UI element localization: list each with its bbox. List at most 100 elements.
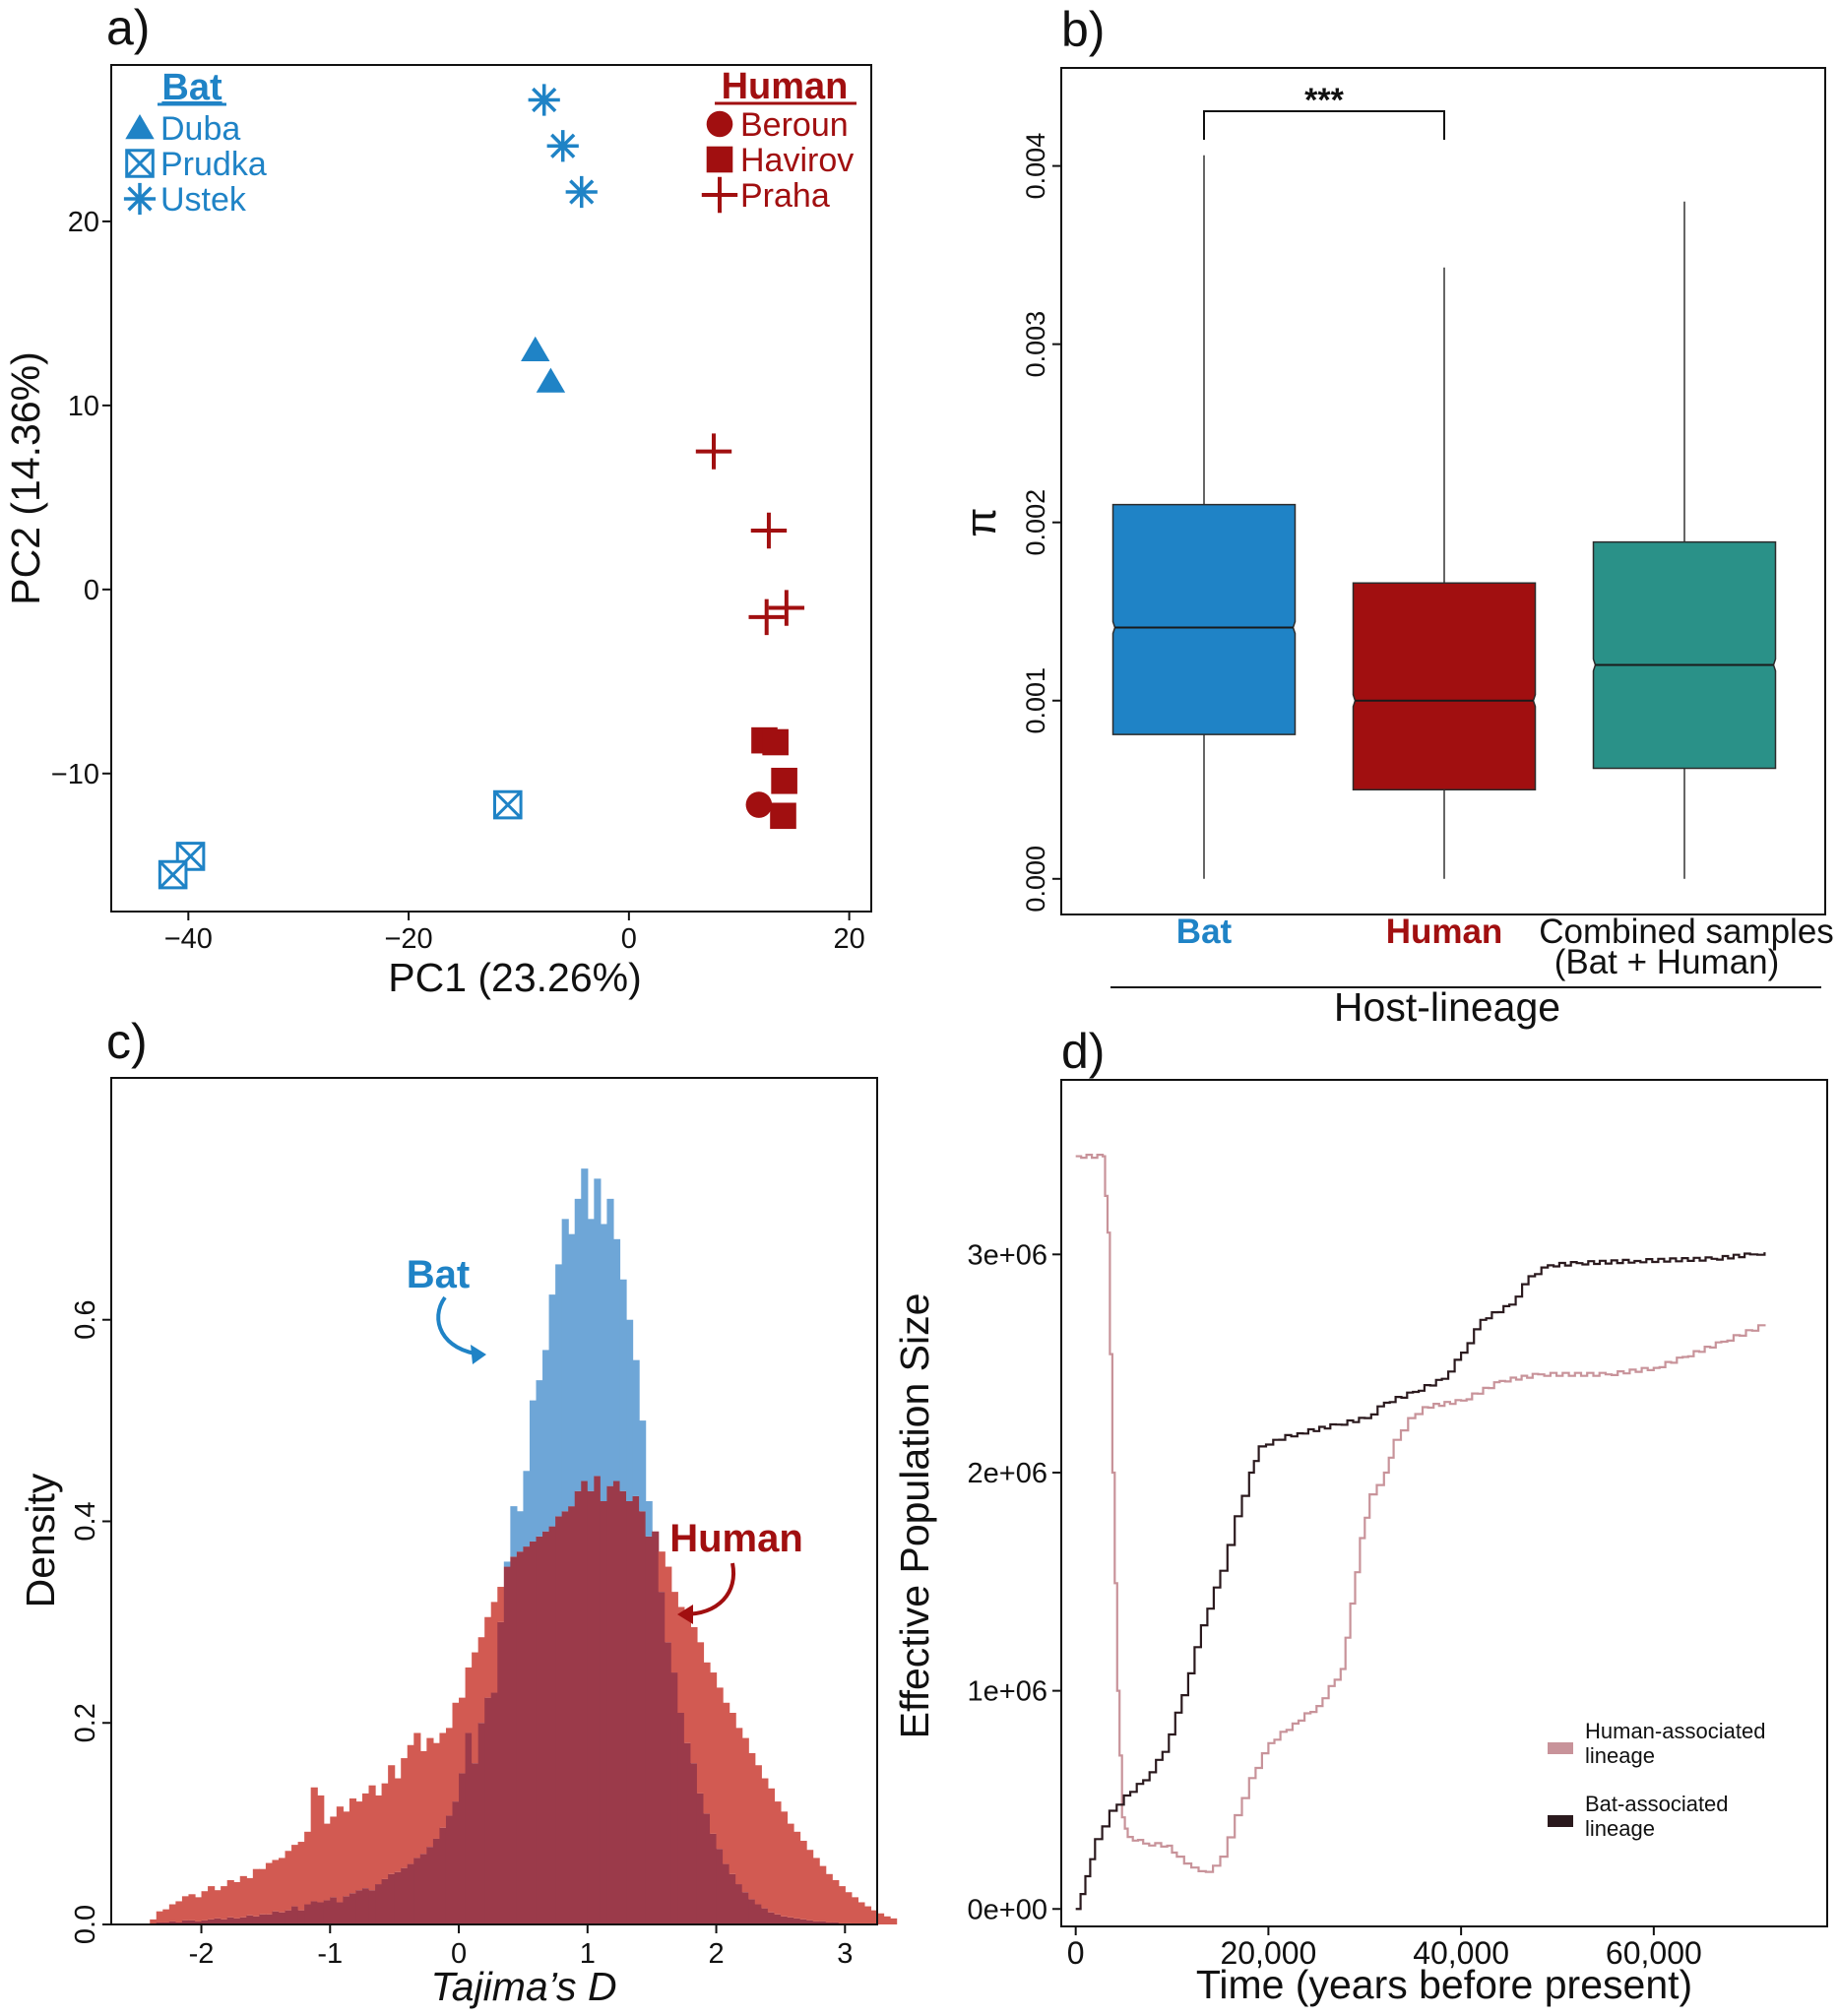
bar-overlap [246, 1915, 254, 1924]
panel-label-b: b) [1061, 2, 1105, 57]
bar-overlap [343, 1896, 350, 1924]
legend-label-duba: Duba [160, 110, 240, 148]
bar-overlap [175, 1922, 183, 1924]
bar-overlap [394, 1871, 402, 1924]
bar-overlap [381, 1878, 389, 1924]
bar-overlap [162, 1922, 170, 1924]
bar-overlap [355, 1890, 363, 1924]
category-label: Bat [1176, 913, 1233, 951]
bar-overlap [297, 1910, 305, 1924]
bar-overlap [272, 1911, 280, 1924]
bar-bat [606, 1198, 614, 1486]
bar-overlap [787, 1917, 794, 1924]
bar-overlap [516, 1551, 525, 1924]
bar-human [394, 1778, 402, 1872]
effective-population-size-plot: 0 20,000 40,000 60,000 0e+00 1e+06 2e+06 3e+06 T… [892, 1079, 1828, 2007]
bar-human [291, 1845, 299, 1907]
bar-overlap [259, 1914, 267, 1924]
bar-overlap [181, 1920, 190, 1924]
bar-human [188, 1894, 196, 1921]
category-label-line2: (Bat + Human) [1554, 943, 1780, 981]
bar-human [336, 1806, 344, 1903]
bar-human [497, 1587, 505, 1622]
bar-human [323, 1823, 331, 1901]
legend-label-beroun: Beroun [740, 106, 849, 144]
bar-human [304, 1831, 312, 1905]
annotation-bat: Bat [407, 1253, 470, 1296]
bar-human [825, 1873, 833, 1922]
y-tick-label: 0.4 [70, 1501, 101, 1541]
bar-overlap [201, 1920, 209, 1924]
bar-overlap [484, 1697, 492, 1924]
bar-human [426, 1737, 434, 1848]
plot-frame [1060, 67, 1826, 915]
bar-bat [594, 1178, 602, 1477]
bar-overlap [741, 1892, 749, 1924]
legend-label: lineage [1585, 1743, 1655, 1768]
bar-overlap [812, 1921, 820, 1924]
significance-label: *** [1304, 82, 1344, 119]
bar-bat [542, 1350, 550, 1532]
bar-overlap [388, 1873, 396, 1924]
bar-human [741, 1737, 749, 1893]
bar-overlap [465, 1732, 473, 1924]
bar-overlap [767, 1912, 775, 1924]
bar-human [490, 1602, 498, 1693]
x-tick-label: −40 [164, 923, 213, 955]
box [1111, 503, 1297, 735]
bar-bat [568, 1233, 576, 1507]
bar-overlap [361, 1888, 370, 1924]
bar-human [355, 1801, 363, 1891]
bar-human [175, 1901, 183, 1922]
bar-bat [516, 1511, 525, 1552]
bar-overlap [401, 1867, 409, 1924]
bar-human [761, 1778, 769, 1909]
bar-overlap [606, 1485, 614, 1924]
data-point-havirov [762, 728, 789, 756]
diversity-boxplot: 0.000 0.001 0.002 0.003 0.004 π Bat Human Combin… [957, 67, 1834, 1030]
annotation-human: Human [669, 1517, 803, 1560]
bar-overlap [832, 1922, 840, 1924]
bar-human [670, 1592, 678, 1673]
bar-human [484, 1616, 492, 1698]
data-point-beroun [745, 791, 773, 818]
data-point-praha [748, 598, 785, 636]
bar-overlap [542, 1531, 550, 1924]
bar-human [710, 1672, 718, 1834]
bar-human [793, 1831, 801, 1919]
bar-human [233, 1882, 241, 1919]
bar-overlap [432, 1838, 441, 1924]
bar-human [265, 1862, 274, 1915]
bar-overlap [310, 1901, 318, 1924]
bar-overlap [368, 1890, 376, 1924]
bar-human [375, 1795, 383, 1885]
legend-title-human: Human [722, 66, 849, 107]
y-tick-label: 10 [68, 391, 99, 422]
data-point-prudka [492, 789, 523, 820]
legend-label-havirov: Havirov [740, 142, 854, 179]
bar-human [452, 1702, 460, 1802]
x-tick-label: -1 [317, 1938, 343, 1970]
data-point-duba [521, 336, 550, 361]
bar-overlap [503, 1566, 511, 1924]
bar-overlap [490, 1692, 498, 1924]
legend-label: lineage [1585, 1816, 1655, 1841]
bar-human [845, 1892, 853, 1923]
bar-human [297, 1842, 305, 1911]
data-point-ustek [546, 130, 579, 162]
bar-overlap [690, 1763, 698, 1924]
bar-overlap [677, 1713, 685, 1924]
bar-human [445, 1728, 454, 1816]
bar-overlap [445, 1815, 454, 1924]
x-tick-label: 40,000 [1413, 1935, 1509, 1971]
data-point-praha [750, 512, 788, 549]
data-point-havirov [770, 802, 796, 830]
y-tick-label: 0.004 [1021, 133, 1050, 200]
bar-overlap [639, 1511, 647, 1924]
bar-human [343, 1811, 350, 1897]
bar-human [368, 1785, 376, 1891]
bar-human [419, 1750, 427, 1855]
y-tick-label: 0.003 [1021, 311, 1050, 378]
y-tick-label: 0e+00 [968, 1894, 1047, 1925]
bar-human [890, 1918, 898, 1924]
